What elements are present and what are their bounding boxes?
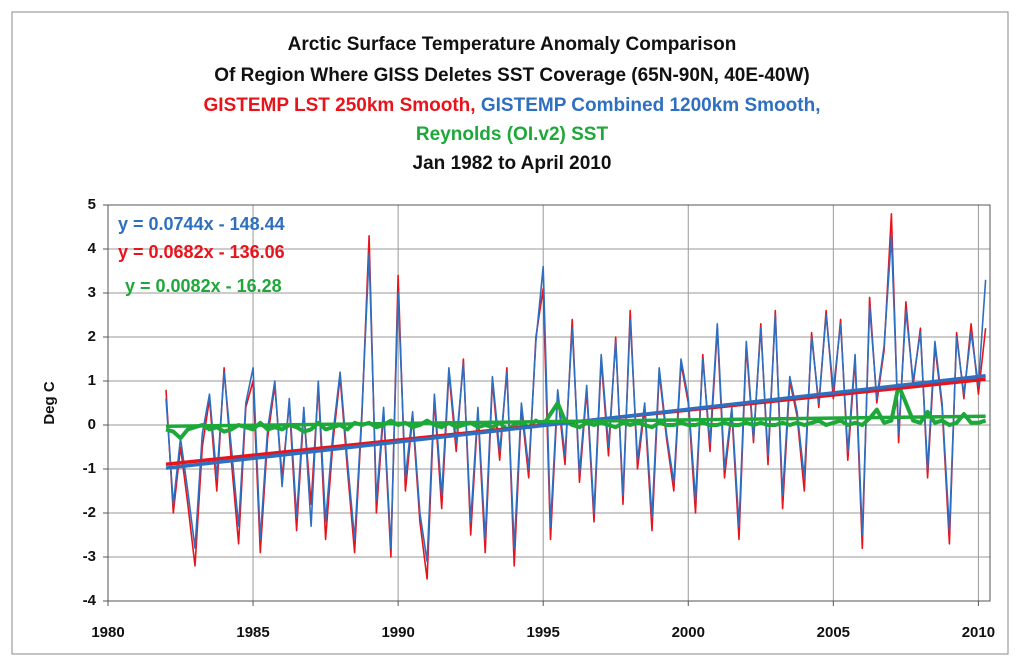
series-line	[165, 383, 987, 441]
y-tick-label: 3	[88, 284, 96, 301]
y-tick-label: 2	[88, 328, 96, 345]
x-tick-label: 2010	[962, 624, 995, 641]
trend-equation: y = 0.0682x - 136.06	[118, 242, 285, 262]
y-tick-label: -1	[83, 460, 96, 477]
x-tick-label: 2005	[817, 624, 850, 641]
trend-line	[165, 414, 986, 429]
y-tick-label: 4	[88, 240, 97, 257]
trend-equation: y = 0.0744x - 148.44	[118, 214, 285, 234]
x-tick-label: 1980	[91, 624, 124, 641]
y-tick-label: 5	[88, 196, 96, 213]
chart-subtitle: Jan 1982 to April 2010	[413, 153, 612, 174]
separator: ,	[470, 95, 475, 116]
x-tick-label: 2000	[672, 624, 705, 641]
series-name: GISTEMP LST 250km Smooth	[204, 95, 471, 116]
series-names: GISTEMP LST 250km Smooth, GISTEMP Combin…	[204, 95, 821, 116]
x-tick-label: 1995	[527, 624, 560, 641]
y-tick-label: 1	[88, 372, 96, 389]
series-name: Reynolds (OI.v2) SST	[416, 124, 609, 145]
y-tick-label: -4	[83, 592, 97, 609]
y-tick-label: -2	[83, 504, 96, 521]
chart-title: Arctic Surface Temperature Anomaly Compa…	[288, 34, 737, 55]
chart-title: Of Region Where GISS Deletes SST Coverag…	[214, 65, 810, 86]
x-tick-label: 1985	[236, 624, 269, 641]
y-tick-label: -3	[83, 548, 96, 565]
separator: ,	[815, 95, 820, 116]
y-axis-label: Deg C	[41, 381, 58, 425]
plot-border	[107, 204, 991, 602]
series-name: GISTEMP Combined 1200km Smooth	[481, 95, 815, 116]
trend-equation: y = 0.0082x - 16.28	[125, 276, 282, 296]
series-names: Reynolds (OI.v2) SST	[416, 124, 609, 145]
y-tick-label: 0	[88, 416, 96, 433]
x-tick-label: 1990	[381, 624, 414, 641]
